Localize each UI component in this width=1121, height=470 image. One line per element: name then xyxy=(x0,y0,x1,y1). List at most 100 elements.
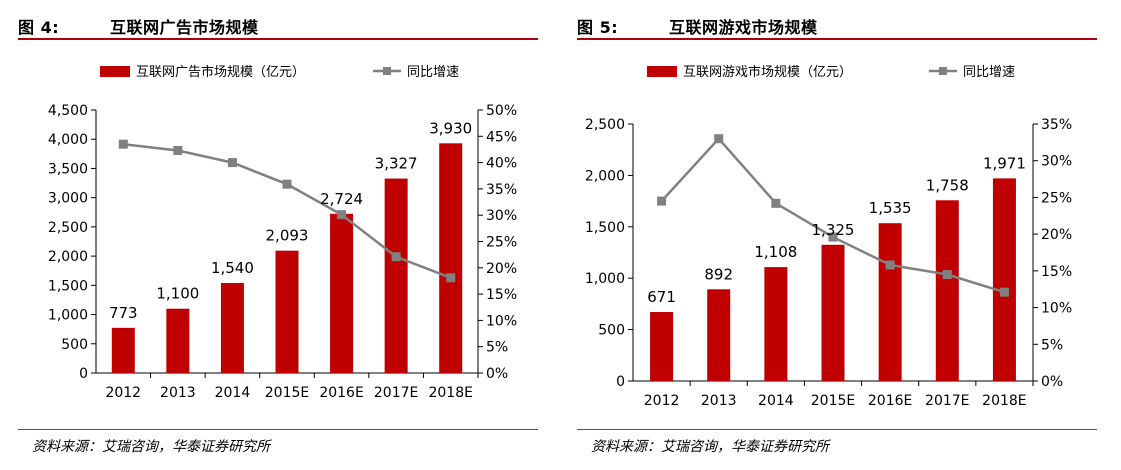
source-rule xyxy=(18,429,538,430)
bar-data-label: 3,327 xyxy=(375,155,418,173)
right-tick-label: 20% xyxy=(1041,227,1072,243)
bar-data-label: 671 xyxy=(647,288,676,306)
right-tick-label: 15% xyxy=(486,287,517,303)
right-tick-label: 0% xyxy=(1041,374,1063,390)
source-note: 资料来源：艾瑞咨询，华泰证券研究所 xyxy=(32,439,270,455)
left-tick-label: 3,500 xyxy=(48,161,88,177)
right-tick-label: 15% xyxy=(1041,264,1072,280)
left-tick-label: 0 xyxy=(79,366,88,382)
right-tick-label: 25% xyxy=(1041,190,1072,206)
x-tick-label: 2014 xyxy=(758,393,794,409)
x-tick-label: 2012 xyxy=(644,393,680,409)
figure-4-panel: 图 4: 互联网广告市场规模 互联网广告市场规模（亿元） 同比增速 0 500 1,00… xyxy=(18,0,558,470)
x-tick-label: 2017E xyxy=(925,393,969,409)
right-tick-label: 35% xyxy=(486,182,517,198)
right-tick-label: 30% xyxy=(486,208,517,224)
growth-point xyxy=(999,287,1009,297)
left-tick-label: 2,500 xyxy=(585,117,625,133)
bar-data-label: 1,325 xyxy=(812,221,855,239)
legend-line-marker xyxy=(939,67,947,75)
right-tick-label: 10% xyxy=(486,313,517,329)
bar-data-label: 3,930 xyxy=(429,119,472,137)
figure-5-panel: 图 5: 互联网游戏市场规模 互联网游戏市场规模（亿元） 同比增速 0 500 1,00… xyxy=(577,0,1117,470)
legend-bar-swatch xyxy=(100,66,130,77)
x-tick-label: 2018E xyxy=(982,393,1026,409)
growth-point xyxy=(337,210,347,220)
bar xyxy=(220,282,244,373)
right-tick-label: 25% xyxy=(486,235,517,251)
figure-name: 互联网广告市场规模 xyxy=(110,18,259,37)
growth-point xyxy=(391,252,401,262)
left-tick-label: 4,500 xyxy=(48,103,88,119)
x-tick-label: 2015E xyxy=(265,385,309,401)
bar xyxy=(384,178,408,373)
x-tick-label: 2016E xyxy=(868,393,912,409)
left-tick-label: 4,000 xyxy=(48,132,88,148)
bar xyxy=(111,327,135,373)
growth-point xyxy=(173,146,183,156)
x-tick-label: 2017E xyxy=(374,385,418,401)
figure-title: 图 5: 互联网游戏市场规模 xyxy=(577,8,1097,37)
source-note: 资料来源：艾瑞咨询，华泰证券研究所 xyxy=(591,439,829,455)
bar-data-label: 1,108 xyxy=(754,243,797,261)
x-tick-label: 2016E xyxy=(319,385,363,401)
x-tick-label: 2013 xyxy=(701,393,737,409)
bar-data-label: 2,724 xyxy=(320,190,363,208)
title-rule xyxy=(18,38,538,40)
right-tick-label: 30% xyxy=(1041,154,1072,170)
x-tick-label: 2013 xyxy=(160,385,196,401)
right-tick-label: 50% xyxy=(486,103,517,119)
bar xyxy=(992,178,1016,381)
figure-name: 互联网游戏市场规模 xyxy=(669,18,818,37)
growth-point xyxy=(714,134,724,144)
bar-data-label: 1,100 xyxy=(156,285,199,303)
right-tick-label: 20% xyxy=(486,261,517,277)
figure-number: 图 4: xyxy=(18,18,60,37)
title-rule xyxy=(577,38,1097,40)
bar xyxy=(878,223,902,381)
legend-line-marker xyxy=(383,67,391,75)
right-tick-label: 35% xyxy=(1041,117,1072,133)
bar xyxy=(330,213,354,373)
left-tick-label: 2,000 xyxy=(585,168,625,184)
growth-point xyxy=(771,198,781,208)
bar-data-label: 2,093 xyxy=(266,227,309,245)
left-tick-label: 2,000 xyxy=(48,249,88,265)
left-tick-label: 2,500 xyxy=(48,220,88,236)
right-tick-label: 5% xyxy=(486,340,508,356)
legend-bar-label: 互联网广告市场规模（亿元） xyxy=(136,64,305,80)
bar-data-label: 1,540 xyxy=(211,259,254,277)
bar-data-label: 892 xyxy=(704,265,733,283)
legend-line-label: 同比增速 xyxy=(963,65,1015,80)
growth-point xyxy=(118,139,128,149)
right-tick-label: 0% xyxy=(486,366,508,382)
left-tick-label: 500 xyxy=(598,323,625,339)
bar-data-label: 1,758 xyxy=(926,176,969,194)
x-tick-label: 2015E xyxy=(811,393,855,409)
bar xyxy=(439,143,463,373)
legend: 互联网广告市场规模（亿元） 同比增速 xyxy=(100,64,459,80)
source-rule xyxy=(577,429,1097,430)
figure-title: 图 4: 互联网广告市场规模 xyxy=(18,8,538,37)
legend: 互联网游戏市场规模（亿元） 同比增速 xyxy=(647,64,1015,80)
left-tick-label: 1,000 xyxy=(585,271,625,287)
bar-data-label: 1,971 xyxy=(983,154,1026,172)
internet-game-market-chart: 互联网游戏市场规模（亿元） 同比增速 0 500 1,000 1,500 2,000 2,50… xyxy=(585,64,1072,409)
right-tick-label: 45% xyxy=(486,129,517,145)
growth-point xyxy=(227,158,237,168)
growth-point xyxy=(446,273,456,283)
right-tick-label: 5% xyxy=(1041,337,1063,353)
figure-number: 图 5: xyxy=(577,18,619,37)
growth-point xyxy=(885,260,895,270)
left-tick-label: 500 xyxy=(61,337,88,353)
bar-data-label: 1,535 xyxy=(869,199,912,217)
growth-point xyxy=(828,232,838,242)
bar xyxy=(275,250,299,373)
growth-point xyxy=(657,196,667,206)
bar xyxy=(707,289,731,381)
right-tick-label: 40% xyxy=(486,156,517,172)
bar xyxy=(166,308,190,373)
bar xyxy=(935,200,959,381)
bar xyxy=(821,244,845,381)
left-tick-label: 3,000 xyxy=(48,191,88,207)
